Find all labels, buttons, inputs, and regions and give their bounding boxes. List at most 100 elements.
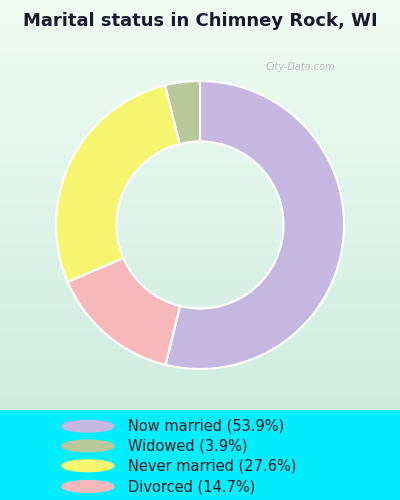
Bar: [0, 86, 400, 89]
Bar: [0, 314, 400, 318]
Bar: [0, 338, 400, 342]
Bar: [0, 324, 400, 328]
Bar: [0, 369, 400, 372]
Bar: [0, 342, 400, 345]
Bar: [0, 89, 400, 92]
Bar: [0, 75, 400, 78]
Bar: [0, 280, 400, 283]
Bar: [0, 72, 400, 75]
Bar: [0, 400, 400, 403]
Bar: [0, 335, 400, 338]
Bar: [0, 390, 400, 393]
Bar: [0, 171, 400, 174]
Bar: [0, 218, 400, 222]
Bar: [0, 376, 400, 379]
Bar: [0, 250, 400, 253]
Bar: [0, 34, 400, 37]
Bar: [0, 222, 400, 226]
Bar: [0, 266, 400, 270]
Bar: [0, 0, 400, 4]
Bar: [0, 239, 400, 242]
Bar: [0, 192, 400, 194]
Text: Never married (27.6%): Never married (27.6%): [128, 458, 296, 473]
Bar: [0, 28, 400, 31]
Bar: [0, 123, 400, 126]
Bar: [0, 41, 400, 44]
Bar: [0, 126, 400, 130]
Bar: [0, 263, 400, 266]
Bar: [0, 304, 400, 308]
Bar: [0, 352, 400, 356]
Bar: [0, 38, 400, 41]
Wedge shape: [56, 86, 180, 282]
Circle shape: [62, 420, 114, 432]
Bar: [0, 359, 400, 362]
Bar: [0, 181, 400, 184]
Bar: [0, 144, 400, 147]
Bar: [0, 284, 400, 287]
Bar: [0, 229, 400, 232]
Bar: [0, 20, 400, 24]
Circle shape: [62, 460, 114, 471]
Bar: [0, 174, 400, 178]
Bar: [0, 379, 400, 382]
Circle shape: [62, 440, 114, 452]
Bar: [0, 246, 400, 250]
Bar: [0, 157, 400, 160]
Bar: [0, 14, 400, 17]
Bar: [0, 308, 400, 311]
Text: Widowed (3.9%): Widowed (3.9%): [128, 438, 248, 454]
Bar: [0, 65, 400, 68]
Wedge shape: [68, 258, 180, 365]
Bar: [0, 403, 400, 406]
Bar: [0, 62, 400, 65]
Bar: [0, 277, 400, 280]
Bar: [0, 236, 400, 239]
Bar: [0, 212, 400, 215]
Bar: [0, 290, 400, 294]
Bar: [0, 366, 400, 369]
Bar: [0, 150, 400, 154]
Bar: [0, 274, 400, 277]
Bar: [0, 52, 400, 54]
Bar: [0, 253, 400, 256]
Bar: [0, 106, 400, 110]
Bar: [0, 102, 400, 106]
Bar: [0, 345, 400, 348]
Bar: [0, 147, 400, 150]
Bar: [0, 232, 400, 236]
Bar: [0, 78, 400, 82]
Bar: [0, 362, 400, 366]
Bar: [0, 202, 400, 205]
Bar: [0, 113, 400, 116]
Bar: [0, 332, 400, 335]
Bar: [0, 10, 400, 14]
Bar: [0, 372, 400, 376]
Bar: [0, 17, 400, 20]
Bar: [0, 92, 400, 96]
Bar: [0, 140, 400, 143]
Bar: [0, 164, 400, 168]
Wedge shape: [165, 81, 200, 144]
Circle shape: [62, 480, 114, 492]
Bar: [0, 120, 400, 123]
Bar: [0, 184, 400, 188]
Bar: [0, 297, 400, 300]
Bar: [0, 328, 400, 332]
Bar: [0, 96, 400, 99]
Bar: [0, 110, 400, 113]
Bar: [0, 348, 400, 352]
Bar: [0, 382, 400, 386]
Bar: [0, 242, 400, 246]
Bar: [0, 300, 400, 304]
Bar: [0, 82, 400, 86]
Bar: [0, 130, 400, 133]
Bar: [0, 294, 400, 297]
Bar: [0, 133, 400, 136]
Bar: [0, 178, 400, 181]
Bar: [0, 205, 400, 208]
Bar: [0, 260, 400, 263]
Bar: [0, 194, 400, 198]
Bar: [0, 318, 400, 321]
Bar: [0, 208, 400, 212]
